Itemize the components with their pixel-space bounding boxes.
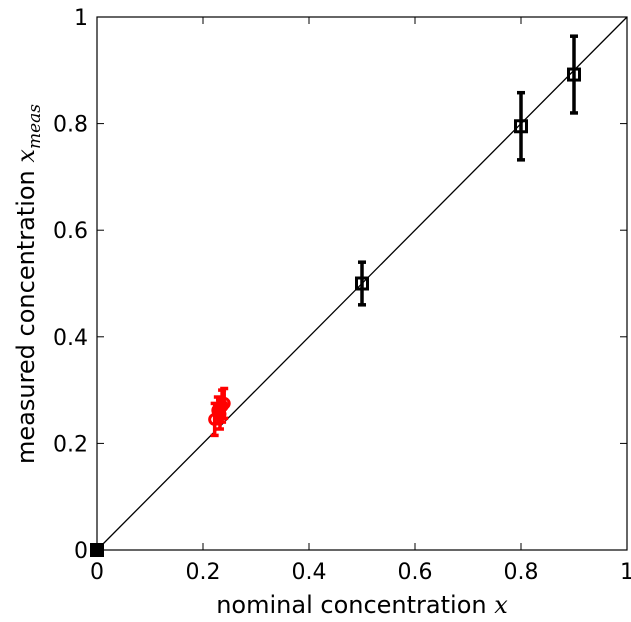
y-tick-label-5: 1 [74, 6, 88, 31]
data-point-circle-4 [217, 396, 231, 410]
y-tick-label-4: 0.8 [53, 113, 88, 138]
x-tick-label-1: 0.2 [186, 560, 221, 585]
x-tick-label-3: 0.6 [398, 560, 433, 585]
data-point-square-1 [355, 276, 369, 291]
x-axis-label-math: x [494, 591, 508, 619]
data-point-square-2 [514, 119, 528, 134]
y-tick-label-0: 0 [74, 539, 88, 564]
x-tick-label-0: 0 [90, 560, 104, 585]
plot-area [90, 16, 628, 557]
data-point-square-3 [567, 67, 581, 82]
x-tick-label-5: 1 [620, 560, 631, 585]
y-axis-label: measured concentration xmeas [12, 104, 45, 464]
x-tick-label-4: 0.8 [504, 560, 539, 585]
y-axis-label-text: measured concentration [12, 170, 40, 464]
axis-ticks: 0 0.2 0.4 0.6 0.8 1 0 0.2 0.4 0.6 0.8 1 [53, 6, 631, 585]
y-axis-label-math: x [12, 149, 40, 163]
y-tick-label-1: 0.2 [53, 432, 88, 457]
y-axis-label-math-sub: meas [25, 104, 45, 149]
y-tick-label-3: 0.6 [53, 219, 88, 244]
y-tick-label-2: 0.4 [53, 326, 88, 351]
x-axis-label: nominal concentration x [216, 591, 508, 619]
x-tick-label-2: 0.4 [292, 560, 327, 585]
x-axis-label-text: nominal concentration [216, 591, 486, 619]
plot-frame [96, 16, 628, 551]
